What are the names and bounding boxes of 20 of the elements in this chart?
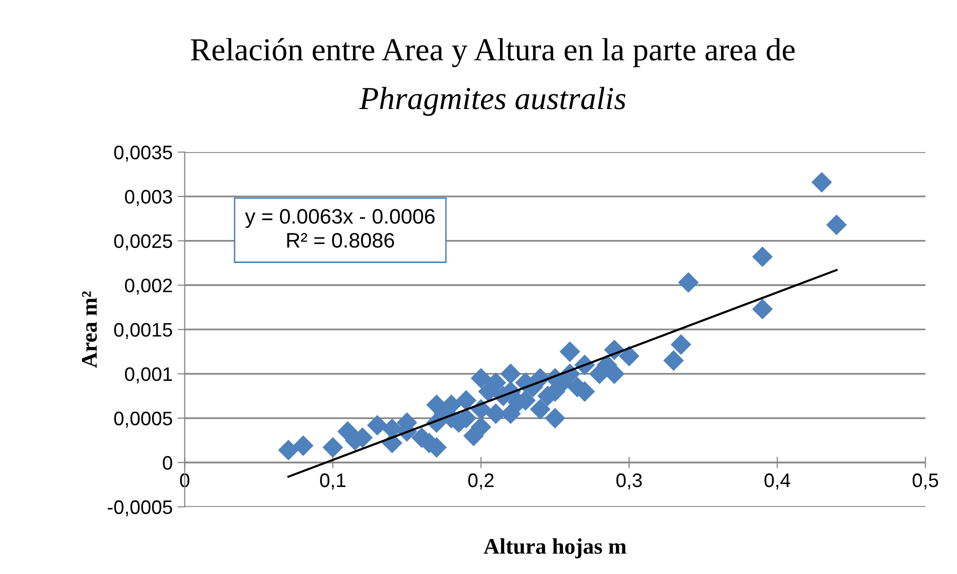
y-tick-label: 0,003 bbox=[125, 190, 172, 206]
y-tick-label: 0,0035 bbox=[114, 146, 172, 162]
annotation: y = 0.0063x - 0.0006 R² = 0.8086 bbox=[245, 209, 435, 248]
x-tick-label: 0,5 bbox=[912, 473, 938, 490]
chart-subtitle: Phragmites australis bbox=[359, 86, 626, 116]
y-tick-label: -0,0005 bbox=[108, 500, 172, 516]
y-tick-label: 0,0015 bbox=[114, 322, 172, 340]
x-tick-label: 0,3 bbox=[616, 473, 642, 490]
y-tick-label: 0 bbox=[162, 456, 172, 470]
y-tick-label: 0,0025 bbox=[114, 234, 172, 250]
y-tick-label: 0,0005 bbox=[114, 412, 172, 428]
x-tick-label: 0 bbox=[180, 473, 190, 488]
chart-title: Relación entre Area y Altura en la parte area de bbox=[190, 38, 795, 68]
x-axis-title: Altura hojas m bbox=[484, 538, 626, 558]
x-tick-label: 0,4 bbox=[764, 473, 790, 490]
x-tick-label: 0,1 bbox=[320, 473, 346, 490]
y-tick-label: 0,002 bbox=[125, 278, 172, 295]
x-tick-label: 0,2 bbox=[468, 473, 494, 490]
y-tick-label: 0,001 bbox=[125, 367, 172, 384]
y-axis-title: Area m² bbox=[82, 291, 97, 368]
